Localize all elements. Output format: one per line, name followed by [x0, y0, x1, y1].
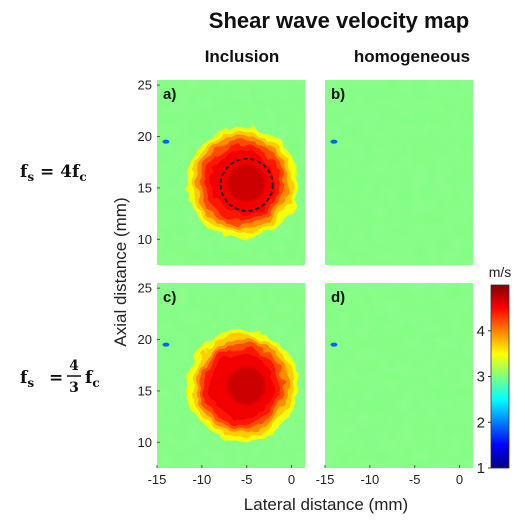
- figure-title: Shear wave velocity map: [209, 8, 469, 33]
- colorbar: m/s 1 2 3 4: [477, 264, 512, 477]
- row-label-top-f: f: [20, 162, 29, 182]
- y-tick-label: 25: [138, 78, 152, 93]
- panel-label: d): [331, 289, 345, 306]
- heatmap-texture: [325, 80, 473, 265]
- x-tick-label: -15: [316, 472, 335, 487]
- y-tick-label: 10: [138, 232, 152, 247]
- row-label-bottom: fs = 4 3 fc: [20, 358, 100, 396]
- row-label-bottom-f2: f: [85, 368, 94, 388]
- x-tick-label: -15: [148, 472, 167, 487]
- colorbar-tick-label: 2: [477, 414, 485, 431]
- y-tick-label: 15: [138, 383, 152, 398]
- panel-heatmap: [325, 80, 473, 265]
- colorbar-unit: m/s: [489, 264, 512, 280]
- column-title-homogeneous: homogeneous: [354, 47, 470, 66]
- y-axis-label: Axial distance (mm): [111, 197, 130, 346]
- panels-layer: a) 10 15 20 25 b) c) 10 15 20 25 -15 -10 -5 0 d) -15 -10 -…: [138, 78, 473, 487]
- panel-heatmap: [325, 283, 473, 468]
- row-label-top-mid: = 4f: [34, 162, 81, 182]
- row-label-bottom-den: 3: [69, 380, 79, 396]
- y-tick-label: 15: [138, 180, 152, 195]
- x-tick-label: -5: [409, 472, 421, 487]
- panel-c: c) 10 15 20 25 -15 -10 -5 0: [138, 281, 305, 487]
- row-label-top-sub: s: [27, 170, 34, 184]
- x-tick-label: -10: [360, 472, 379, 487]
- x-axis-label: Lateral distance (mm): [244, 495, 408, 514]
- colorbar-tick-label: 4: [477, 323, 485, 340]
- panel-label: b): [331, 86, 345, 103]
- heatmap-texture: [325, 283, 473, 468]
- row-label-bottom-tail: c: [92, 376, 99, 390]
- roi-circle: [219, 157, 274, 212]
- colorbar-tick-label: 1: [477, 460, 485, 477]
- low-velocity-speckle: [162, 342, 170, 347]
- inclusion-core: [227, 164, 265, 202]
- svg-text:fc: fc: [85, 368, 100, 390]
- panel-label: a): [163, 86, 176, 103]
- svg-text:fs = 4fc: fs = 4fc: [20, 162, 87, 184]
- row-label-bottom-eq: =: [49, 368, 63, 388]
- low-velocity-speckle: [162, 139, 170, 144]
- inclusion-core: [227, 367, 265, 405]
- low-velocity-speckle: [330, 139, 338, 144]
- y-tick-label: 20: [138, 129, 152, 144]
- low-velocity-speckle: [330, 342, 338, 347]
- x-tick-label: -10: [192, 472, 211, 487]
- x-tick-label: -5: [241, 472, 253, 487]
- panel-d: d) -15 -10 -5 0: [316, 283, 473, 487]
- row-label-bottom-f: f: [20, 368, 29, 388]
- panel-label: c): [163, 289, 176, 306]
- panel-a: a) 10 15 20 25: [138, 78, 305, 265]
- x-tick-label: 0: [288, 472, 295, 487]
- colorbar-scale: [490, 284, 510, 469]
- row-label-bottom-sub: s: [27, 376, 34, 390]
- panel-heatmap: [157, 283, 305, 468]
- y-tick-label: 20: [138, 332, 152, 347]
- y-tick-label: 25: [138, 281, 152, 296]
- svg-text:fs: fs: [20, 368, 34, 390]
- panel-b: b): [325, 80, 473, 265]
- row-label-top: fs = 4fc: [20, 162, 87, 184]
- colorbar-tick-label: 3: [477, 369, 485, 386]
- column-title-inclusion: Inclusion: [205, 47, 280, 66]
- y-tick-label: 10: [138, 435, 152, 450]
- x-tick-label: 0: [456, 472, 463, 487]
- row-label-top-tail: c: [79, 170, 86, 184]
- panel-heatmap: [157, 80, 305, 265]
- row-label-bottom-num: 4: [69, 358, 79, 374]
